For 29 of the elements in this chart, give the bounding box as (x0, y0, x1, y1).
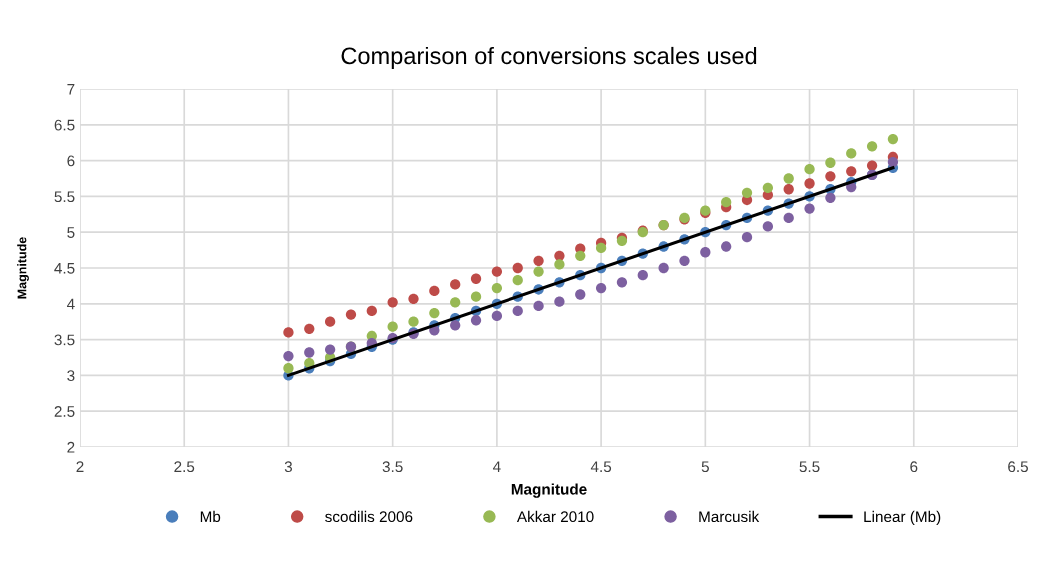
x-tick-label: 4 (492, 461, 501, 472)
x-tick-label: 2 (76, 461, 84, 472)
x-axis-title: Magnitude (511, 483, 587, 498)
x-tick-label: 5 (701, 461, 709, 473)
y-axis-title: Magnitude (17, 237, 29, 299)
y-tick-label: 5.5 (54, 191, 75, 203)
y-tick-label: 5 (67, 227, 75, 238)
x-tick-label: 6.5 (1008, 461, 1028, 473)
x-tick-label: 3 (284, 461, 293, 473)
x-tick-label: 3.5 (382, 461, 403, 473)
y-tick-label: 4 (66, 298, 75, 310)
x-tick-label: 2.5 (174, 461, 195, 473)
legend-label: Mb (200, 510, 221, 523)
x-tick-label: 5.5 (799, 461, 820, 473)
y-tick-label: 6 (67, 155, 75, 167)
y-tick-label: 2 (67, 441, 75, 453)
legend-label: Linear (Mb) (864, 510, 941, 526)
chart-title: Comparison of conversions scales used (341, 46, 757, 69)
legend-label: Marcusik (699, 510, 760, 523)
x-tick-label: 4.5 (590, 461, 612, 473)
legend-label: scodilis 2006 (325, 510, 413, 523)
y-tick-label: 3.5 (54, 334, 75, 346)
x-tick-label: 6 (910, 461, 918, 473)
y-tick-label: 6.5 (54, 119, 75, 131)
y-tick-label: 2.5 (54, 406, 75, 417)
y-tick-label: 7 (67, 84, 75, 95)
legend-label: Akkar 2010 (516, 510, 594, 523)
y-tick-label: 3 (67, 370, 75, 382)
y-tick-label: 4.5 (54, 263, 75, 274)
